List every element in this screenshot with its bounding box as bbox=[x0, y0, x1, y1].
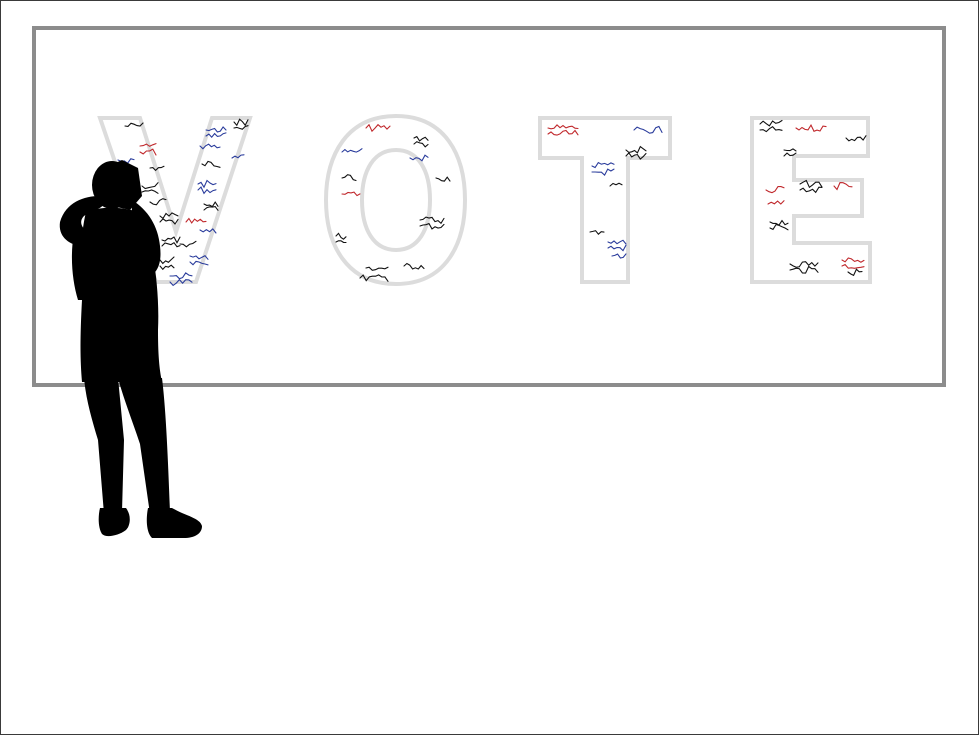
signature-scribble bbox=[847, 268, 863, 277]
signature-scribble bbox=[199, 143, 221, 150]
signature-scribble bbox=[611, 253, 627, 259]
signature-scribble bbox=[205, 132, 227, 139]
signature-scribble bbox=[403, 262, 425, 270]
signature-scribble bbox=[413, 135, 429, 142]
signature-scribble bbox=[625, 152, 647, 160]
signature-scribble bbox=[841, 263, 865, 269]
signature-scribble bbox=[833, 182, 853, 191]
signature-scribble bbox=[139, 148, 157, 156]
signature-scribble bbox=[231, 154, 245, 159]
signature-scribble bbox=[197, 186, 217, 195]
signature-scribble bbox=[625, 145, 647, 154]
signature-scribble bbox=[783, 148, 797, 152]
signature-scribble bbox=[419, 222, 445, 230]
signature-scribble bbox=[341, 174, 357, 182]
signature-scribble bbox=[233, 125, 249, 130]
signature-scribble bbox=[633, 125, 663, 134]
signature-scribble bbox=[359, 274, 389, 282]
signature-scribble bbox=[591, 168, 615, 176]
signature-scribble bbox=[203, 201, 219, 208]
signature-scribble bbox=[435, 176, 451, 182]
signature-scribble bbox=[159, 264, 175, 271]
signature-scribble bbox=[841, 257, 865, 263]
signature-scribble bbox=[203, 205, 219, 211]
signature-scribble bbox=[799, 186, 823, 194]
signature-scribble bbox=[141, 189, 159, 194]
signature-scribble bbox=[547, 129, 579, 136]
signature-scribble bbox=[189, 260, 209, 266]
signature-scribble bbox=[607, 244, 627, 252]
signature-scribble bbox=[185, 217, 207, 224]
signature-scribble bbox=[233, 118, 249, 127]
signature-scribble bbox=[409, 154, 429, 162]
signature-scribble bbox=[591, 161, 615, 169]
signature-scribble bbox=[124, 122, 144, 127]
signature-scribble bbox=[769, 223, 789, 231]
signature-scribble bbox=[365, 266, 389, 271]
signature-scribble bbox=[845, 135, 867, 142]
signature-scribble bbox=[419, 216, 445, 225]
signature-scribble bbox=[365, 123, 391, 133]
letter-o bbox=[323, 113, 468, 287]
signature-scribble bbox=[205, 126, 227, 133]
signature-scribble bbox=[179, 240, 197, 248]
signature-scribble bbox=[783, 152, 797, 157]
signature-scribble bbox=[547, 124, 579, 130]
signature-scribble bbox=[139, 143, 157, 147]
signature-scribble bbox=[159, 256, 175, 265]
signature-scribble bbox=[609, 182, 623, 187]
signature-scribble bbox=[169, 272, 193, 280]
signature-scribble bbox=[161, 241, 181, 248]
signature-scribble bbox=[197, 179, 217, 189]
signature-scribble bbox=[789, 265, 819, 274]
signature-scribble bbox=[201, 160, 221, 168]
letter-e bbox=[750, 116, 872, 284]
signature-scribble bbox=[199, 228, 217, 234]
signature-scribble bbox=[149, 165, 165, 172]
signature-scribbles bbox=[117, 118, 867, 287]
signature-scribble bbox=[795, 123, 827, 133]
person-silhouette bbox=[59, 160, 202, 538]
signature-scribble bbox=[789, 261, 819, 268]
signature-scribble bbox=[759, 125, 783, 133]
signature-scribble bbox=[341, 148, 363, 153]
signature-scribble bbox=[149, 198, 167, 206]
signature-scribble bbox=[765, 186, 785, 194]
letter-t bbox=[538, 116, 672, 284]
signature-scribble bbox=[335, 232, 347, 240]
signature-scribble bbox=[759, 119, 783, 127]
letter-v bbox=[97, 116, 253, 284]
signature-scribble bbox=[159, 218, 179, 225]
signature-scribble bbox=[189, 255, 209, 260]
signature-scribble bbox=[169, 278, 193, 287]
signature-scribble bbox=[341, 191, 361, 197]
signature-scribble bbox=[161, 236, 181, 244]
signature-scribble bbox=[607, 239, 627, 245]
signature-scribble bbox=[799, 179, 823, 189]
signature-scribble bbox=[141, 182, 159, 190]
signature-scribble bbox=[767, 200, 785, 205]
signature-scribble bbox=[589, 230, 605, 235]
signature-scribble bbox=[413, 141, 429, 148]
signature-scribble bbox=[335, 240, 347, 244]
